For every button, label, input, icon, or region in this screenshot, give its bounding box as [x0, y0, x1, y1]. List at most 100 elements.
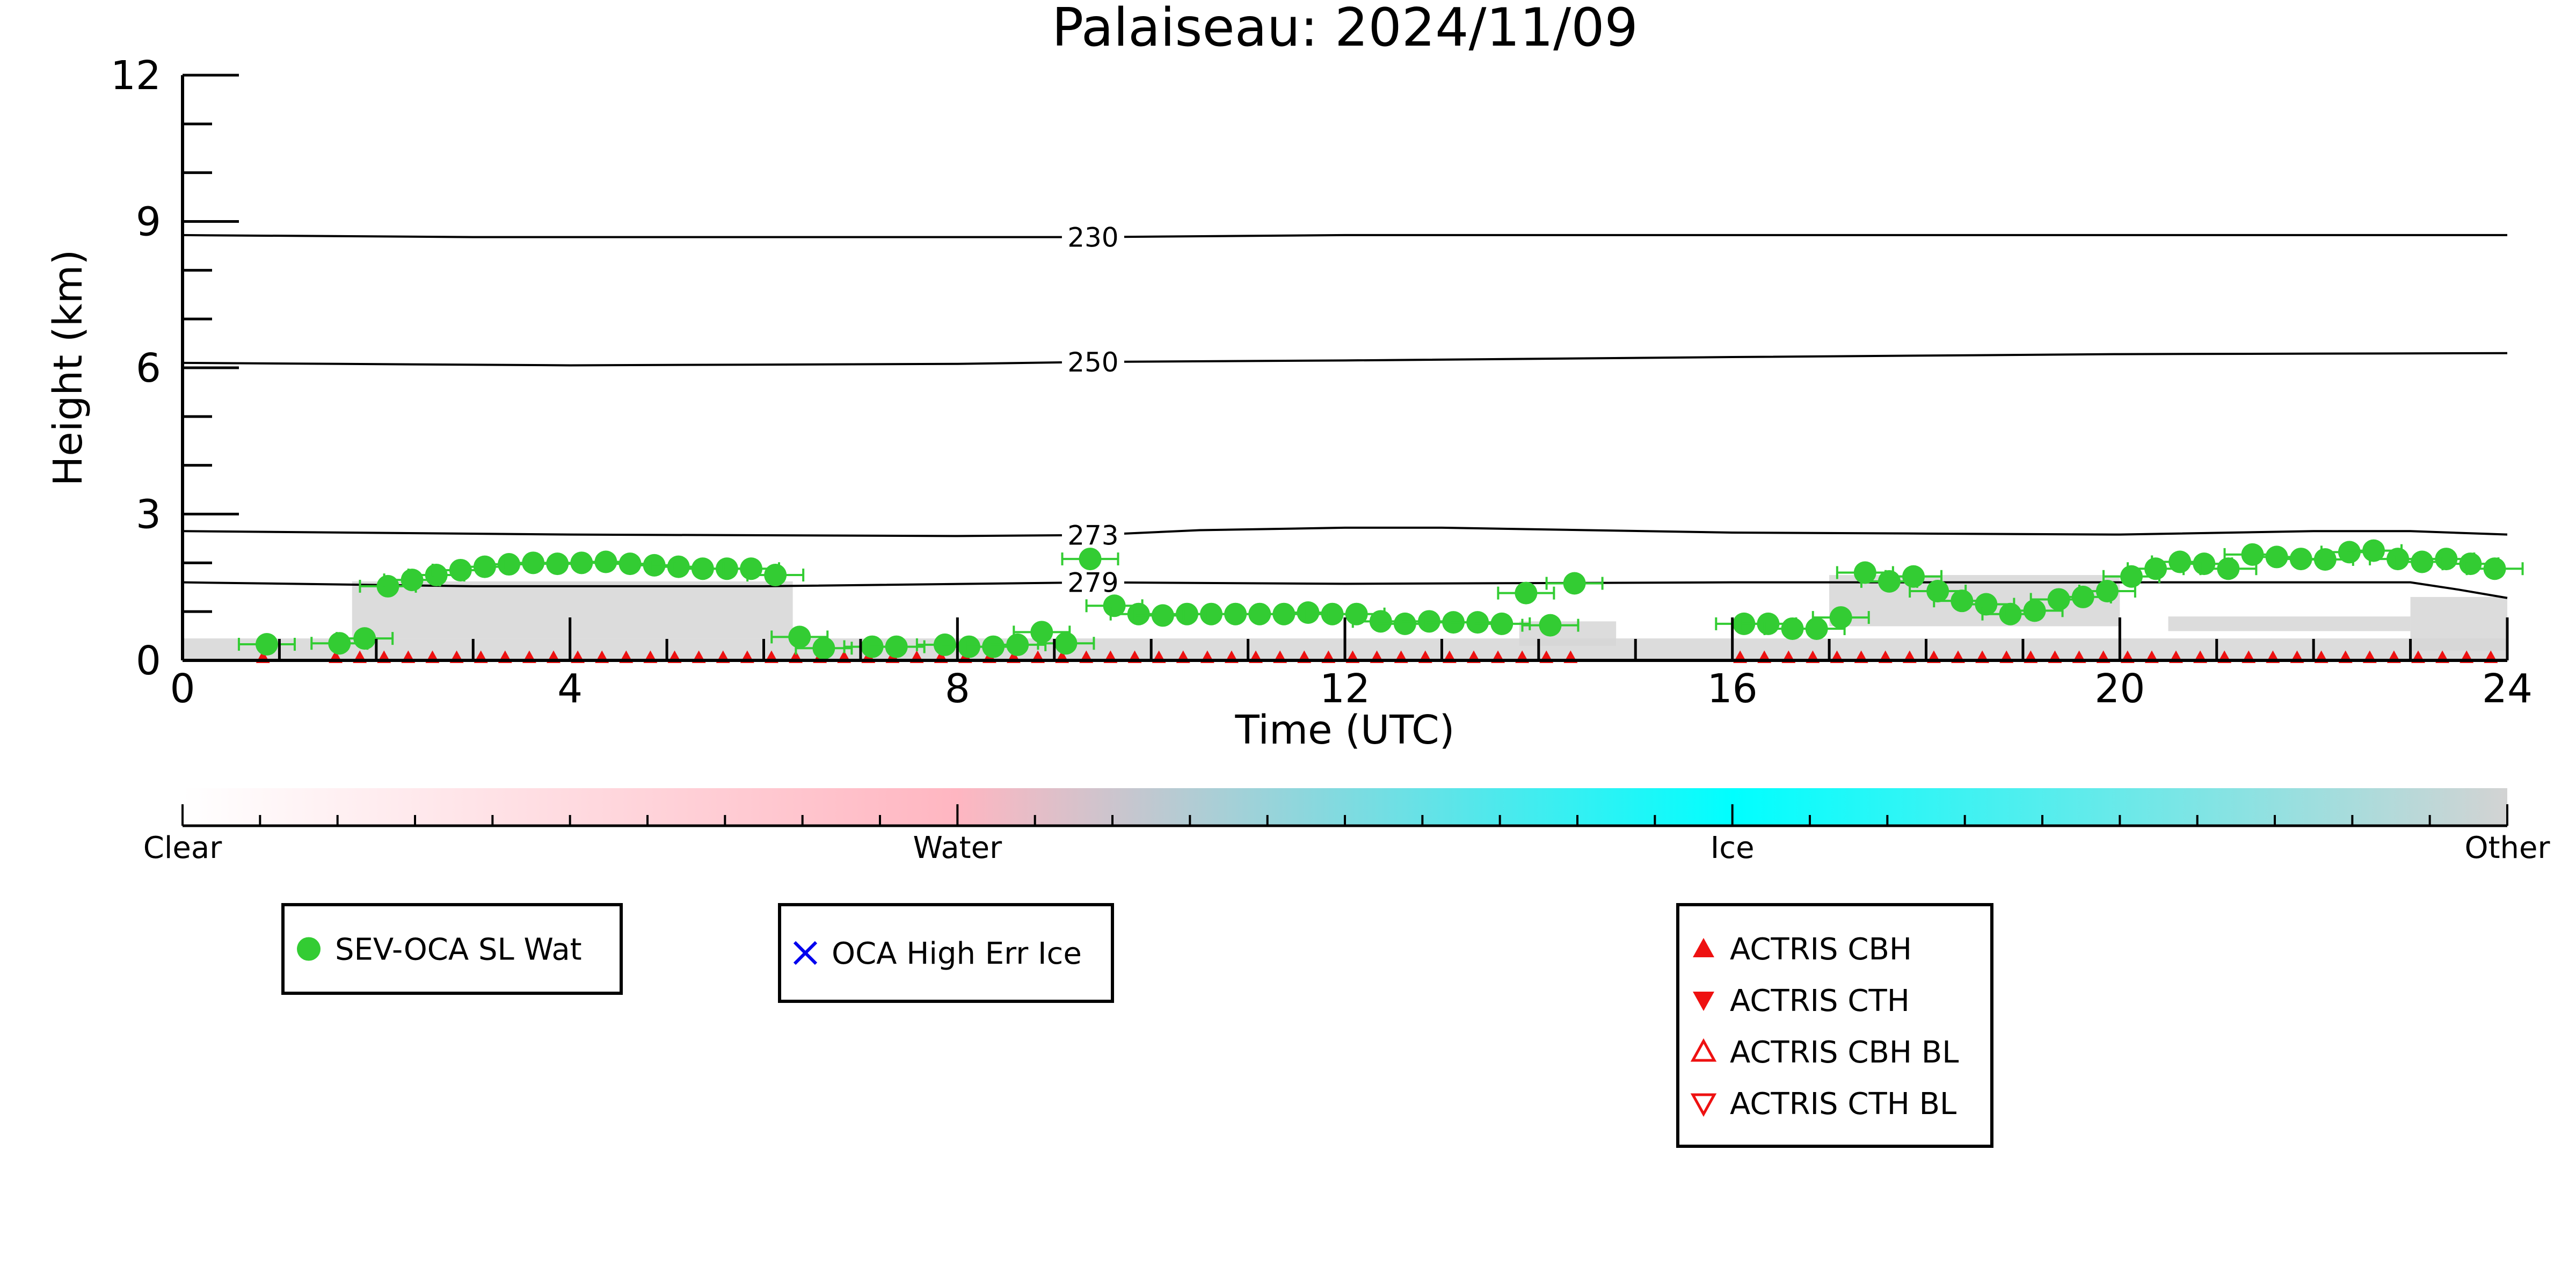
legend-marker-triangle [1693, 992, 1714, 1011]
legend-label: ACTRIS CTH [1730, 984, 1910, 1018]
x-tick-label: 24 [2482, 666, 2533, 712]
sev-oca-point [2169, 550, 2192, 573]
sev-oca-point [1393, 612, 1416, 635]
green-dot-series [237, 539, 2524, 660]
y-tick-label: 0 [136, 638, 161, 684]
sev-oca-point [2483, 557, 2506, 580]
isotherm-lines: 230 250 273 279 [182, 222, 2508, 599]
isotherm-label: 230 [1067, 222, 1118, 253]
sev-oca-point [643, 554, 666, 577]
x-tick-label: 0 [170, 666, 195, 712]
legend-marker-triangle [1693, 938, 1714, 957]
isotherm-label: 250 [1067, 347, 1118, 378]
sev-oca-point [2386, 548, 2410, 571]
sev-oca-point [1999, 602, 2022, 625]
x-axis-label: Time (UTC) [1234, 707, 1454, 753]
sev-oca-point [933, 633, 956, 656]
sev-oca-point [1466, 611, 1489, 634]
isotherm-line-250 [182, 352, 2508, 367]
sev-oca-point [2411, 550, 2434, 573]
sev-oca-point [1539, 614, 1562, 637]
sev-oca-point [2459, 552, 2482, 576]
sev-oca-point [353, 627, 376, 650]
sev-oca-point [2144, 557, 2167, 580]
sev-oca-point [885, 635, 908, 658]
x-tick-label: 4 [557, 666, 583, 712]
legend-label: ACTRIS CBH BL [1730, 1035, 1959, 1070]
y-tick-label: 12 [111, 53, 161, 99]
legend-marker-x [793, 941, 818, 965]
sev-oca-point [1054, 632, 1078, 655]
legend-label: ACTRIS CBH [1730, 932, 1912, 967]
sev-oca-point [498, 553, 521, 576]
sev-oca-point [1853, 561, 1876, 584]
sev-oca-point [376, 574, 399, 598]
colorbar-label: Ice [1711, 831, 1755, 865]
sev-oca-point [1127, 602, 1150, 625]
sev-oca-point [328, 632, 351, 655]
sev-oca-point [1902, 565, 1925, 588]
sev-oca-point [1103, 594, 1126, 617]
y-tick-label: 3 [136, 492, 161, 538]
x-tick-label: 8 [945, 666, 970, 712]
sev-oca-point [473, 555, 496, 578]
sev-oca-point [740, 557, 763, 580]
sev-oca-point [1878, 570, 1901, 593]
sev-oca-point [2241, 543, 2264, 566]
legends: SEV-OCA SL Wat OCA High Err Ice ACTRIS CBH… [281, 903, 1993, 1148]
chart-title: Palaiseau: 2024/11/09 [1052, 0, 1638, 59]
sev-oca-point [2265, 545, 2288, 569]
sev-oca-point [812, 637, 835, 660]
sev-oca-point [788, 625, 811, 649]
sev-oca-point [764, 564, 787, 587]
sev-oca-point [2435, 548, 2458, 571]
legend-label: OCA High Err Ice [832, 936, 1082, 971]
sev-oca-point [1805, 617, 1828, 640]
isotherm-label-bg [1061, 222, 1124, 252]
legend-marker-triangle [1690, 1093, 1717, 1117]
sev-oca-point [1926, 580, 1949, 603]
isotherm-label-bg [1061, 347, 1124, 377]
sev-oca-point [618, 552, 642, 576]
isotherm-label-bg [1061, 520, 1124, 550]
isotherm-line-230 [182, 234, 2507, 238]
isotherm-label: 273 [1067, 520, 1118, 551]
sev-oca-point [2313, 548, 2337, 571]
sev-oca-point [667, 555, 690, 578]
sev-oca-point [449, 558, 472, 581]
sev-oca-point [1272, 602, 1296, 625]
isotherm-label: 279 [1067, 567, 1118, 599]
background-mask-region [2168, 616, 2411, 631]
sev-oca-point [1975, 593, 1998, 616]
x-tick-label: 20 [2094, 666, 2145, 712]
sev-oca-point [1829, 606, 1852, 629]
sev-oca-point [2071, 585, 2094, 608]
sev-oca-point [2095, 580, 2119, 603]
legend-box [778, 903, 1114, 1003]
axes: 0 3 6 9 12 0 4 8 12 16 20 24 [111, 53, 2533, 712]
colorbar: Clear Water Ice Other [143, 788, 2550, 865]
legend-marker-circle [297, 937, 321, 961]
isotherm-line-273 [182, 526, 2508, 537]
legend-box [281, 903, 623, 995]
sev-oca-point [1151, 604, 1174, 627]
legend-label: ACTRIS CTH BL [1730, 1087, 1956, 1122]
sev-oca-point [255, 633, 278, 656]
isotherm-label-bg [1061, 567, 1124, 598]
sev-oca-point [1345, 602, 1368, 625]
sev-oca-point [2338, 541, 2361, 564]
sev-oca-point [1563, 572, 1586, 595]
sev-oca-point [982, 635, 1005, 658]
sev-oca-point [1490, 612, 1513, 635]
sev-oca-point [425, 564, 448, 587]
sev-oca-point [2217, 557, 2240, 580]
sev-oca-point [1757, 612, 1780, 635]
x-tick-label: 12 [1320, 666, 1370, 712]
background-mask-region [2410, 596, 2507, 651]
sev-oca-point [2023, 599, 2046, 622]
legend-box [1676, 903, 1993, 1148]
y-tick-label: 6 [136, 345, 161, 391]
sev-oca-point [1030, 621, 1053, 644]
sev-oca-point [1515, 581, 1538, 605]
